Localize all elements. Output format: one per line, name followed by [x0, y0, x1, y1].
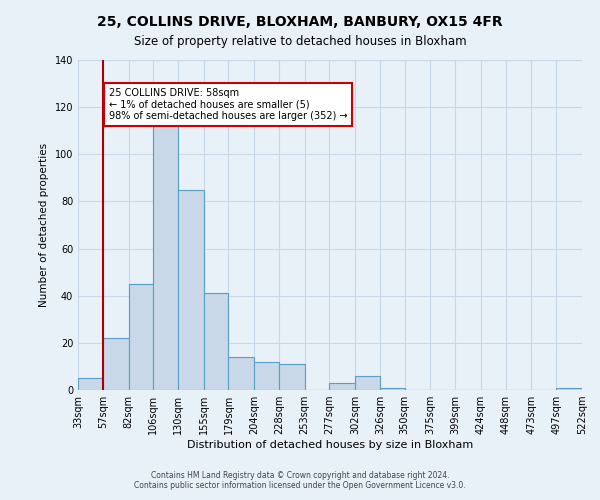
Bar	[78, 378, 103, 390]
Bar	[380, 388, 405, 390]
Bar	[103, 338, 128, 390]
Bar	[229, 357, 254, 390]
Text: 25, COLLINS DRIVE, BLOXHAM, BANBURY, OX15 4FR: 25, COLLINS DRIVE, BLOXHAM, BANBURY, OX1…	[97, 15, 503, 29]
Y-axis label: Number of detached properties: Number of detached properties	[39, 143, 49, 307]
Bar	[355, 376, 380, 390]
Bar	[153, 122, 178, 390]
Bar	[279, 364, 305, 390]
Bar	[254, 362, 279, 390]
Bar	[204, 294, 229, 390]
X-axis label: Distribution of detached houses by size in Bloxham: Distribution of detached houses by size …	[187, 440, 473, 450]
Text: 25 COLLINS DRIVE: 58sqm
← 1% of detached houses are smaller (5)
98% of semi-deta: 25 COLLINS DRIVE: 58sqm ← 1% of detached…	[109, 88, 347, 122]
Bar	[128, 284, 153, 390]
Text: Size of property relative to detached houses in Bloxham: Size of property relative to detached ho…	[134, 35, 466, 48]
Bar	[556, 388, 582, 390]
Bar	[329, 383, 355, 390]
Bar	[178, 190, 204, 390]
Text: Contains HM Land Registry data © Crown copyright and database right 2024.
Contai: Contains HM Land Registry data © Crown c…	[134, 470, 466, 490]
